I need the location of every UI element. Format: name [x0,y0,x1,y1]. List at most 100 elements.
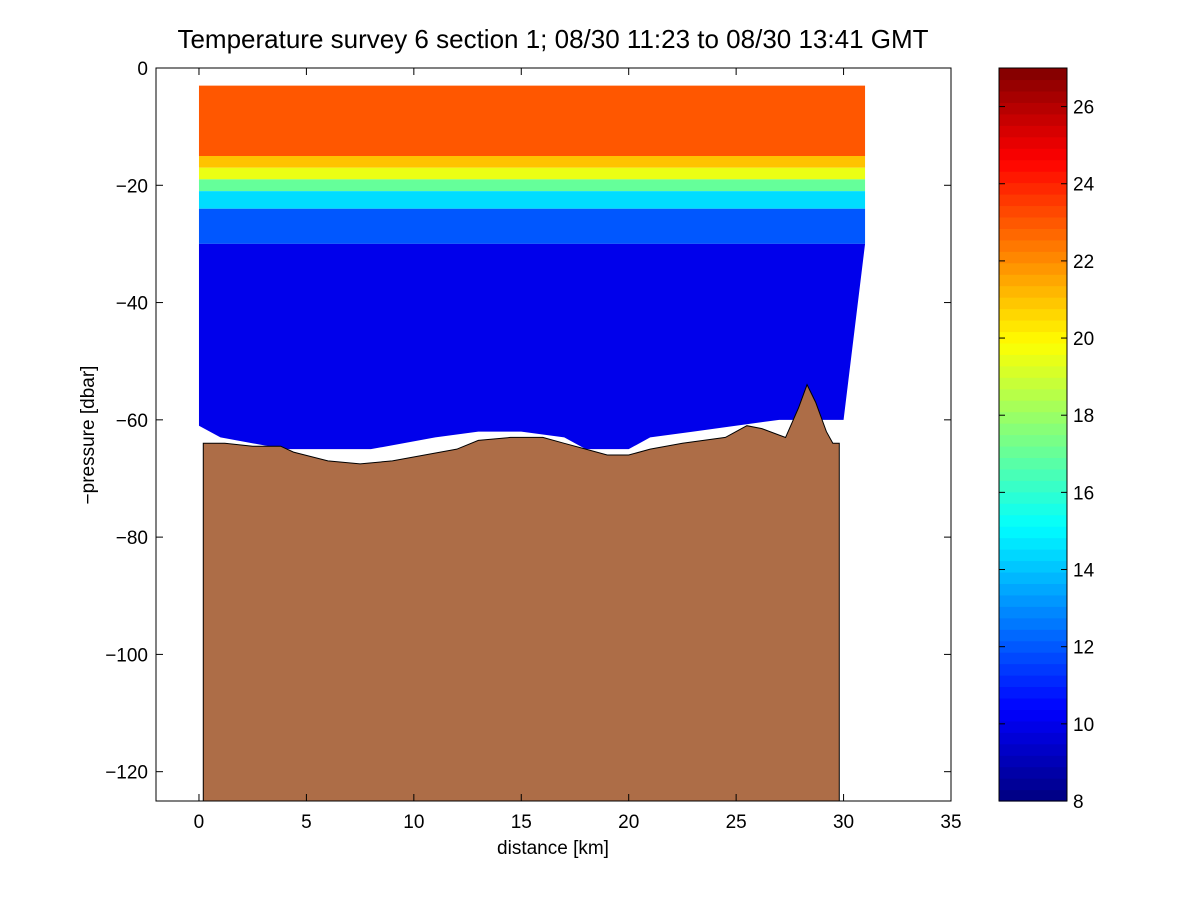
colorbar-band [999,778,1067,791]
y-tick-label: −120 [105,763,148,784]
colorbar-tick-label: 26 [1073,98,1094,119]
colorbar-band [999,148,1067,161]
colorbar-band [999,594,1067,607]
colorbar-tick-label: 10 [1073,715,1094,736]
y-tick-label: −20 [116,176,148,197]
temperature-layer [198,191,866,209]
y-tick-label: −100 [105,645,148,666]
colorbar-band [999,423,1067,436]
temperature-layer [198,85,866,156]
colorbar-band [999,182,1067,195]
x-tick-label: 30 [833,812,854,833]
x-tick-label: 10 [403,812,424,833]
colorbar-band [999,606,1067,619]
y-tick-label: −60 [116,411,148,432]
colorbar-band [999,274,1067,287]
colorbar-band [999,720,1067,733]
x-tick-label: 15 [511,812,532,833]
colorbar-band [999,652,1067,665]
colorbar-tick-label: 22 [1073,252,1094,273]
colorbar-band [999,239,1067,252]
colorbar-band [999,388,1067,401]
colorbar-band [999,686,1067,699]
colorbar-band [999,228,1067,241]
plot-frame [155,67,952,802]
x-tick-label: 25 [726,812,747,833]
colorbar-band [999,709,1067,722]
temperature-layer [198,243,866,450]
temperature-layer [198,167,866,180]
colorbar-band [999,342,1067,355]
colorbar-band [999,319,1067,333]
colorbar-band [999,434,1067,447]
colorbar-tick-label: 18 [1073,406,1094,427]
x-tick-label: 5 [301,812,312,833]
colorbar-tick-label: 8 [1073,792,1084,813]
colorbar-band [999,79,1067,92]
y-tick-label: −40 [116,294,148,315]
colorbar-band [999,411,1067,424]
colorbar-band [999,171,1067,184]
colorbar-band [999,297,1067,310]
seafloor [202,383,840,801]
colorbar-tick-label: 16 [1073,483,1094,504]
x-tick-label: 0 [194,812,205,833]
x-tick-label: 20 [618,812,639,833]
colorbar-band [999,732,1067,745]
colorbar-band [999,205,1067,218]
colorbar-band [999,549,1067,562]
colorbar-band [999,365,1067,378]
colorbar-band [999,537,1067,550]
x-axis-label: distance [km] [497,838,609,859]
colorbar-band [999,262,1067,275]
temperature-layer [198,208,866,244]
colorbar-band [999,697,1067,710]
colorbar-band [999,125,1067,138]
colorbar-band [999,789,1067,802]
colorbar-band [999,193,1067,207]
colorbar-band [999,331,1067,344]
colorbar-band [999,755,1067,768]
x-tick-label: 35 [940,812,961,833]
colorbar-band [999,159,1067,172]
colorbar-band [999,640,1067,653]
colorbar-band [999,480,1067,493]
colorbar-band [999,377,1067,390]
colorbar-band [999,617,1067,630]
chart-title: Temperature survey 6 section 1; 08/30 11… [177,24,928,54]
colorbar-tick-label: 14 [1073,561,1095,582]
colorbar-band [999,468,1067,481]
colorbar-tick-label: 24 [1073,175,1095,196]
colorbar-band [999,445,1067,459]
seafloor-profile [202,383,840,801]
colorbar-band [999,102,1067,115]
colorbar-tick-label: 12 [1073,638,1094,659]
temperature-layer [198,155,866,168]
colorbar-band [999,251,1067,264]
plot-area: 0 5 10 15 20 25 30 35 0 −20 −40 −60 −80 −100 −120 [105,59,961,833]
colorbar: 8 10 12 14 16 18 20 22 24 26 [998,67,1095,813]
colorbar-band [999,743,1067,756]
temperature-layer [198,179,866,192]
colorbar-frame [998,67,1068,802]
y-axis: 0 −20 −40 −60 −80 −100 −120 [105,59,951,784]
colorbar-band [999,629,1067,642]
colorbar-band [999,400,1067,413]
y-tick-label: 0 [137,59,148,80]
colorbar-band [999,285,1067,298]
colorbar-band [999,571,1067,584]
colorbar-band [999,491,1067,504]
colorbar-band [999,583,1067,596]
y-axis-label: −pressure [dbar] [78,366,99,505]
colorbar-band [999,68,1067,81]
colorbar-band [999,136,1067,149]
colorbar-band [999,90,1067,103]
colorbar-band [999,503,1067,516]
colorbar-band [999,675,1067,688]
colorbar-band [999,113,1067,126]
x-axis: 0 5 10 15 20 25 30 35 [194,68,962,833]
temperature-field [198,85,866,450]
colorbar-band [999,457,1067,470]
colorbar-tick-label: 20 [1073,329,1094,350]
